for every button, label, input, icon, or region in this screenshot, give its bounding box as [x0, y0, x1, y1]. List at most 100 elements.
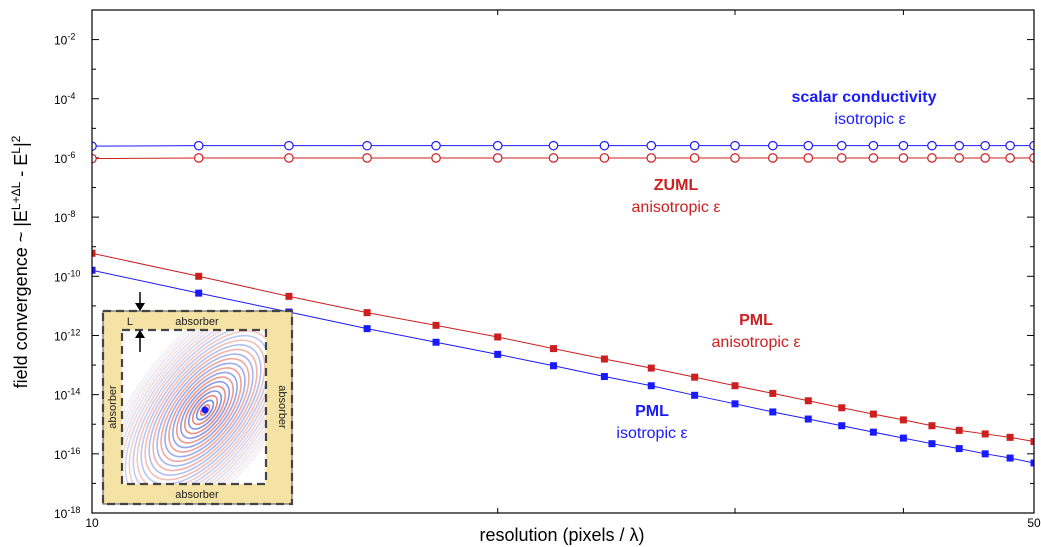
data-point-pml_aniso [600, 355, 608, 363]
data-point-scalar [803, 140, 814, 151]
data-point-pml_iso [549, 362, 557, 370]
inset-wave-ring [195, 399, 215, 421]
inset-wave-ring [172, 371, 238, 449]
y-tick-label: 10-8 [54, 209, 75, 225]
data-point-zuml [1029, 153, 1034, 163]
data-point-pml_iso [92, 266, 96, 274]
inset-dashed-boundary-outer [101, 309, 294, 506]
x-tick-label: 10 [85, 516, 99, 530]
y-tick-label: 10-18 [54, 505, 80, 521]
data-point-pml_aniso [195, 272, 203, 280]
y-tick-label: 10-4 [54, 91, 75, 107]
inset-wave-ring [180, 381, 230, 439]
data-point-pml_aniso [494, 333, 502, 341]
thickness-arrowhead-bottom [135, 330, 145, 338]
data-point-pml_iso [899, 434, 907, 442]
series-pml_iso [92, 266, 1034, 467]
inset-wave-ring [122, 330, 266, 484]
data-point-scalar [836, 140, 847, 151]
inset-wave-ring [136, 330, 266, 484]
x-axis-title: resolution (pixels / λ) [479, 525, 644, 545]
y-tick-label: 10-2 [54, 32, 75, 48]
annotation-pml-anisotropic: PML anisotropic ε [712, 312, 801, 351]
annotation-pml-isotropic: PML isotropic ε [616, 403, 687, 442]
data-point-zuml [492, 153, 503, 163]
inset-wave-ring [132, 330, 266, 484]
svg-text:anisotropic ε: anisotropic ε [712, 334, 801, 351]
data-point-scalar [284, 140, 294, 151]
data-point-pml_iso [1006, 454, 1014, 462]
data-point-scalar [927, 140, 937, 151]
inset-wave-ring [124, 330, 266, 484]
data-point-zuml [1005, 153, 1015, 163]
inset-wave-ring [122, 330, 266, 484]
data-point-pml_aniso [899, 416, 907, 424]
data-point-scalar [1005, 140, 1015, 151]
data-point-pml_iso [600, 373, 608, 381]
data-point-scalar [868, 140, 879, 151]
data-point-pml_aniso [1006, 433, 1014, 441]
data-point-zuml [980, 153, 990, 163]
data-point-pml_iso [731, 400, 739, 408]
data-point-pml_aniso [432, 321, 440, 329]
data-point-pml_iso [804, 415, 812, 423]
data-point-pml_aniso [804, 397, 812, 405]
series-pml_aniso [92, 249, 1034, 446]
inset-wave-ring [128, 330, 266, 484]
data-point-pml_aniso [955, 426, 963, 434]
data-point-pml_aniso [549, 345, 557, 353]
data-point-zuml [803, 153, 814, 163]
y-axis-title: field convergence ~ |EL+ΔL - EL|2 [9, 135, 31, 388]
data-point-scalar [954, 140, 964, 151]
inset-wave-ring [191, 394, 219, 426]
data-point-scalar [548, 140, 559, 151]
data-point-zuml [836, 153, 847, 163]
data-point-pml_aniso [647, 364, 655, 372]
data-point-pml_iso [494, 350, 502, 358]
data-point-scalar [730, 140, 740, 151]
data-point-pml_iso [955, 445, 963, 453]
data-point-zuml [362, 153, 372, 163]
data-point-zuml [599, 153, 610, 163]
data-point-scalar [431, 140, 441, 151]
thickness-arrowhead-top [135, 303, 145, 311]
inset-wave-ring [122, 330, 266, 484]
inset-wave-ring [156, 353, 254, 467]
inset-label-left: absorber [107, 385, 119, 429]
plot-frame [91, 9, 1035, 514]
svg-text:ZUML: ZUML [654, 177, 699, 194]
inset-wave-ring [187, 390, 223, 430]
inset-wave-ring [122, 330, 266, 484]
data-point-pml_iso [1030, 459, 1034, 467]
data-point-pml_iso [838, 422, 846, 430]
data-point-pml_aniso [1030, 438, 1034, 446]
data-point-zuml [548, 153, 559, 163]
series-zuml [92, 153, 1034, 164]
inset-wave-ring [164, 362, 246, 458]
data-point-scalar [646, 140, 657, 151]
inset-wave-ring [176, 376, 234, 444]
inset-wave-ring [122, 330, 266, 484]
data-point-zuml [954, 153, 964, 163]
y-tick-label: 10-10 [54, 268, 80, 284]
data-point-zuml [431, 153, 441, 163]
inset-label-bottom: absorber [175, 489, 219, 501]
series-line-scalar [92, 145, 1034, 147]
data-point-zuml [284, 153, 294, 163]
series-scalar [92, 140, 1034, 151]
data-point-scalar [898, 140, 909, 151]
inset-dashed-boundary-inner [120, 328, 268, 486]
inset-field-pattern [122, 330, 266, 484]
data-point-pml_aniso [981, 430, 989, 438]
thickness-label: L [127, 316, 133, 328]
inset-source [201, 406, 209, 414]
data-point-pml_aniso [869, 410, 877, 418]
annotation-zuml: ZUML anisotropic ε [632, 177, 721, 216]
data-point-pml_iso [769, 408, 777, 416]
data-point-zuml [730, 153, 740, 163]
data-point-pml_aniso [691, 373, 699, 381]
y-tick-label: 10-12 [54, 327, 80, 343]
inset-wave-ring [152, 348, 258, 472]
data-point-scalar [1029, 140, 1034, 151]
